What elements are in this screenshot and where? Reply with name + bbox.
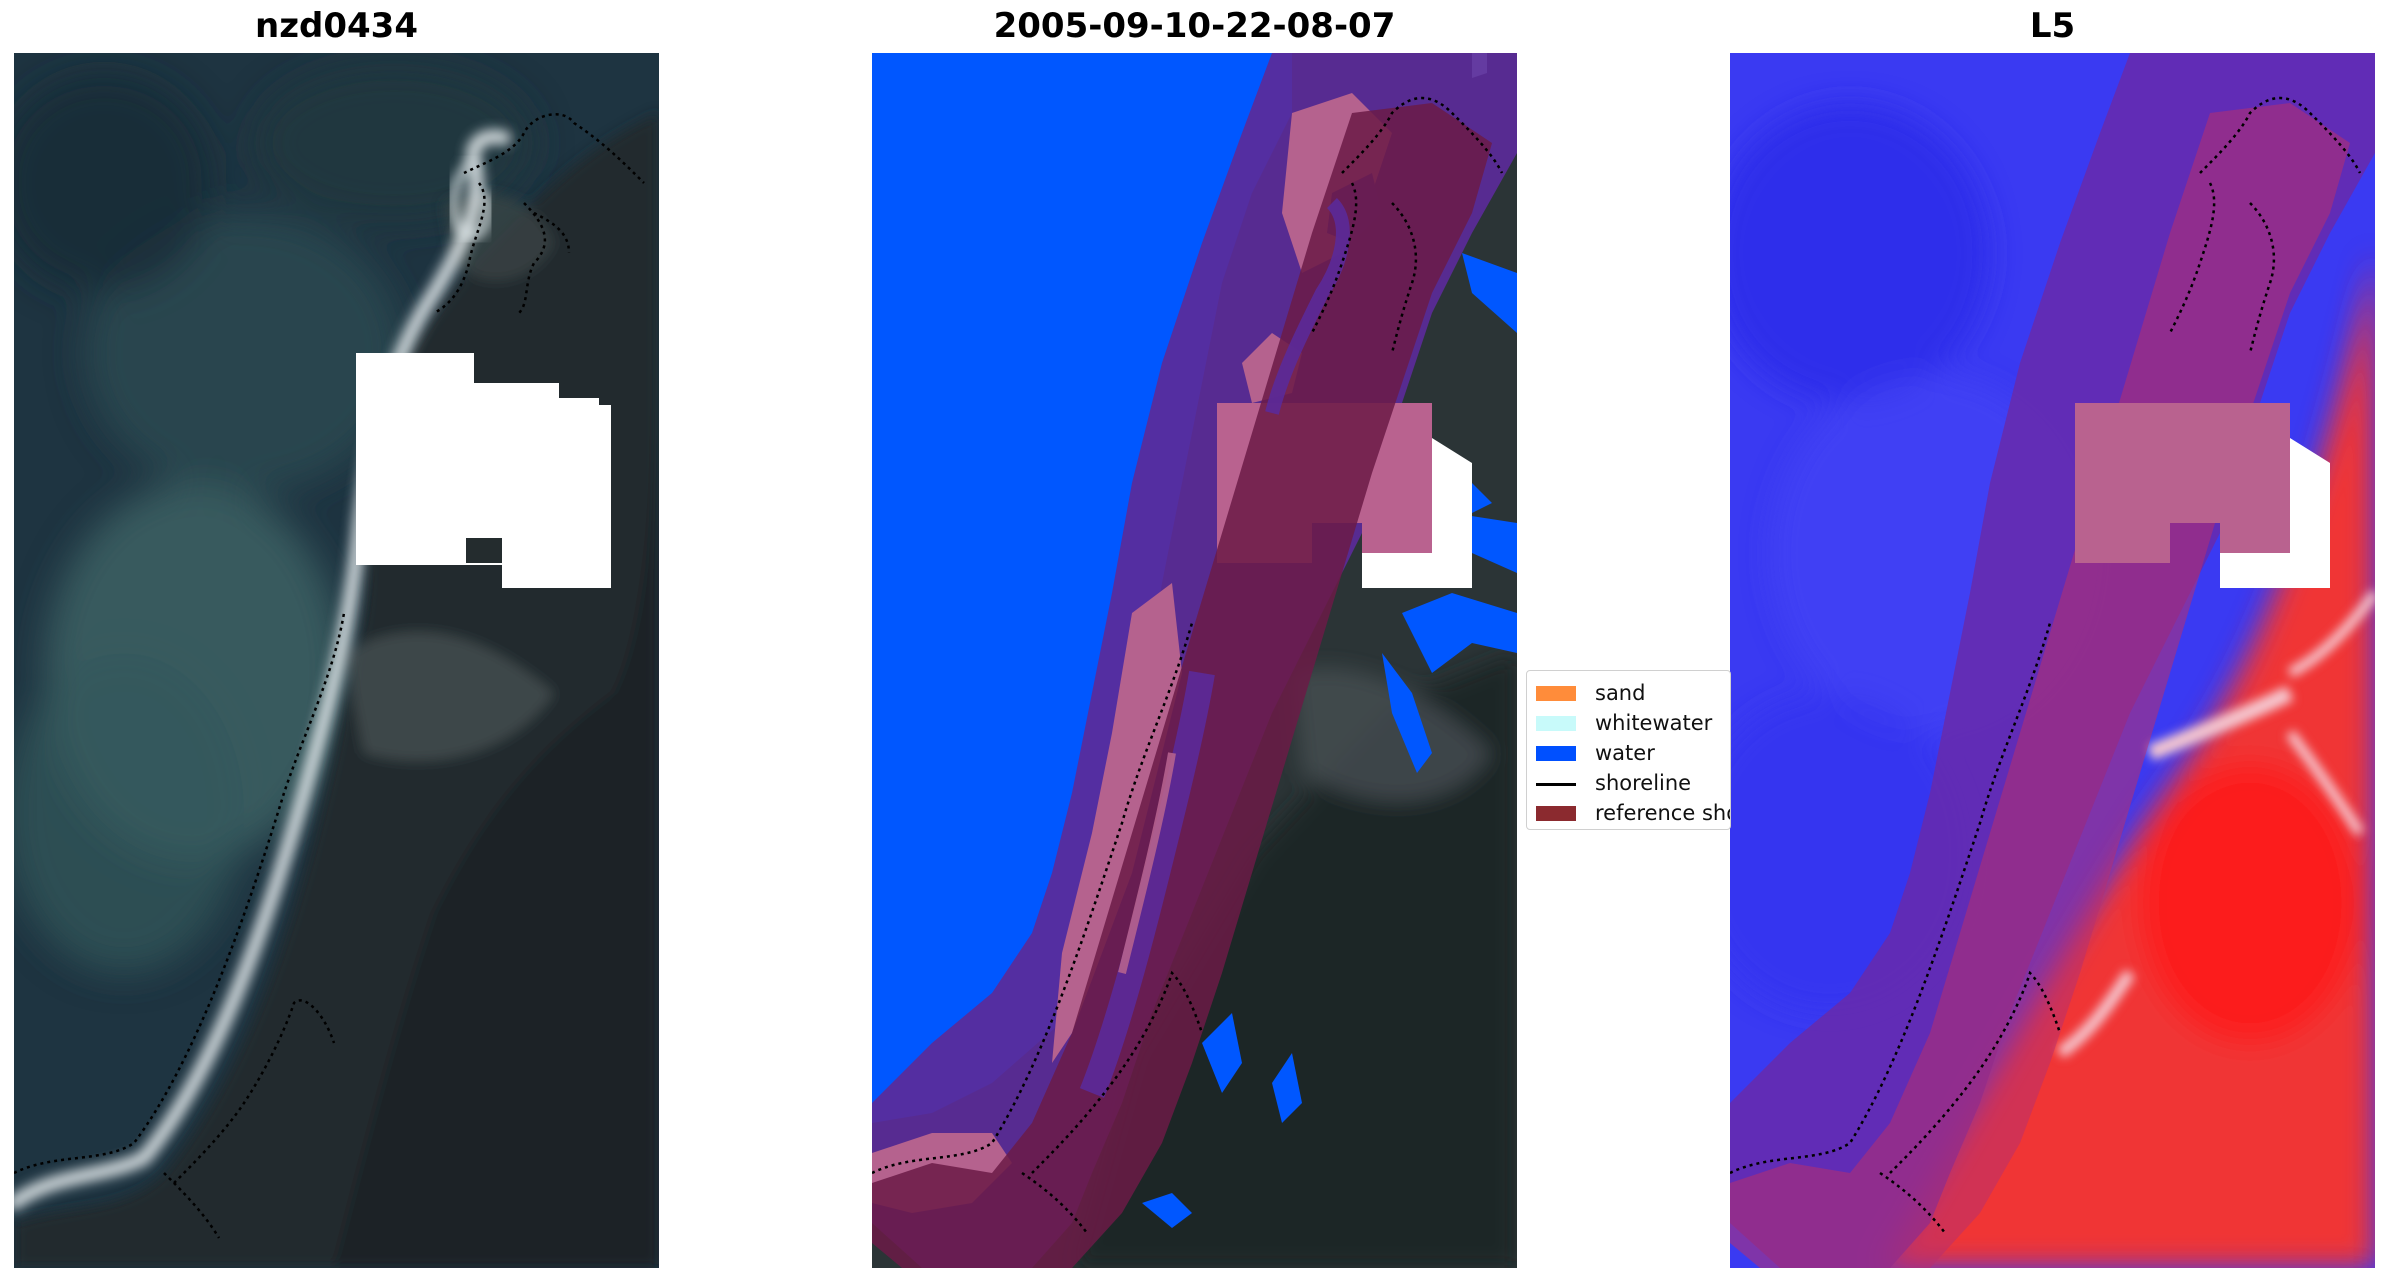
legend: sand whitewater water shoreline reference sh… (1526, 670, 1731, 830)
legend-color-swatch (1536, 686, 1576, 701)
legend-label: sand (1595, 681, 1646, 705)
legend-item: whitewater (1527, 709, 1730, 737)
panel-title-date: 2005-09-10-22-08-07 (993, 6, 1396, 46)
legend-color-swatch (1536, 716, 1576, 731)
shoreline-path (872, 622, 1194, 1175)
legend-color-swatch (1536, 806, 1576, 821)
rgb-image-panel (14, 53, 659, 1268)
panel-title-site: nzd0434 (255, 6, 418, 46)
index-image (1730, 53, 2375, 1268)
legend-label: water (1595, 741, 1655, 765)
legend-label: reference shoreline buffer (1595, 801, 1730, 825)
index-panel (1730, 53, 2375, 1268)
legend-item: water (1527, 739, 1730, 767)
legend-label: shoreline (1595, 771, 1692, 795)
classification-panel (872, 53, 1517, 1268)
classification-image (872, 53, 1517, 1268)
panel-title-satellite: L5 (2029, 6, 2076, 46)
shoreline-path (1730, 622, 2052, 1175)
legend-color-swatch (1536, 746, 1576, 761)
legend-label: whitewater (1595, 711, 1713, 735)
rgb-image (14, 53, 659, 1268)
legend-item: reference shoreline buffer (1527, 799, 1730, 827)
legend-item: shoreline (1527, 769, 1730, 797)
legend-item: sand (1527, 679, 1730, 707)
legend-line-swatch (1536, 783, 1576, 786)
